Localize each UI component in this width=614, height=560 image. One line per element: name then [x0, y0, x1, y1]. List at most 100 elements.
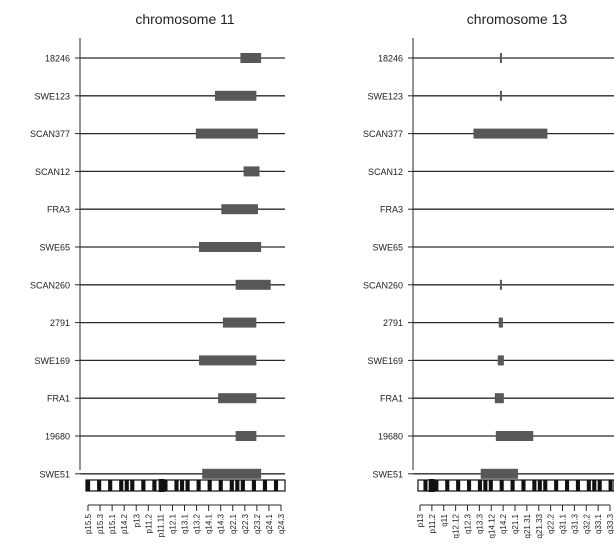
sample-label: 19680 [378, 432, 403, 442]
sample-label: SCAN377 [363, 129, 403, 139]
gain-segment [494, 393, 504, 404]
band-label: q14.2 [499, 513, 508, 534]
sample-label: 19680 [45, 432, 70, 442]
sample-label: SWE123 [34, 91, 70, 101]
band-label: p15.3 [96, 513, 105, 534]
band-label: q24.3 [277, 513, 286, 534]
band-label: p11.2 [144, 513, 153, 533]
gain-segment [240, 53, 262, 63]
ideogram-band [235, 480, 240, 491]
ideogram-band [273, 480, 279, 491]
sample-label: FRA3 [380, 205, 403, 215]
ideogram-band [229, 480, 234, 491]
band-label: q14.3 [217, 513, 226, 534]
band-label: q31.3 [570, 513, 579, 534]
sample-label: 18246 [45, 54, 70, 64]
ideogram-band [608, 480, 613, 491]
band-label: p13 [416, 513, 425, 527]
ideogram-band [499, 480, 504, 491]
gain-segment [195, 128, 258, 139]
band-label: p15.1 [108, 513, 117, 534]
band-label: q32.2 [582, 513, 591, 534]
ideogram-band [119, 480, 124, 491]
centromere [158, 479, 165, 492]
sample-label: FRA3 [47, 205, 70, 215]
ideogram-band [152, 480, 157, 491]
sample-label: SCAN260 [363, 280, 403, 290]
ideogram-band [185, 480, 190, 491]
ideogram-band [483, 480, 488, 491]
band-label: q12.12 [452, 513, 461, 538]
band-label: q22.3 [241, 513, 250, 534]
gain-segment [499, 53, 502, 63]
centromere [428, 479, 435, 492]
ideogram-band [510, 480, 515, 491]
sample-label: SCAN377 [30, 129, 70, 139]
sample-label: FRA1 [47, 394, 70, 404]
ideogram-band [543, 480, 548, 491]
ideogram-band [179, 480, 185, 491]
ideogram-band [488, 480, 493, 491]
band-label: p14.2 [120, 513, 129, 534]
ideogram-band [456, 480, 461, 491]
sample-label: FRA1 [380, 394, 403, 404]
ideogram-band [97, 480, 102, 491]
gain-segment [495, 431, 534, 441]
band-label: q33.3 [606, 513, 614, 534]
ideogram-band [597, 480, 602, 491]
band-label: q11 [440, 513, 449, 526]
band-label: q14.12 [487, 513, 496, 538]
sample-label: SWE123 [367, 91, 403, 101]
gain-segment [202, 468, 262, 479]
band-label: q22.2 [547, 513, 556, 534]
gain-segment [235, 431, 257, 441]
gain-segment [199, 355, 257, 366]
ideogram-band [434, 480, 439, 491]
ideogram-band [207, 480, 212, 491]
sample-label: SCAN12 [35, 167, 70, 177]
ideogram-band [218, 480, 223, 491]
ideogram-band [423, 480, 428, 491]
sample-label: 18246 [378, 54, 403, 64]
band-label: p11.2 [428, 513, 437, 533]
gain-segment [499, 90, 502, 101]
ideogram-band [130, 480, 135, 491]
gain-segment [498, 317, 503, 328]
ideogram [417, 479, 614, 492]
band-label: q31.1 [559, 513, 568, 534]
sample-label: 2791 [383, 318, 403, 328]
ideogram-band [586, 480, 591, 491]
ideogram-band [108, 480, 113, 491]
gain-segment [218, 393, 257, 404]
ideogram-band [592, 480, 597, 491]
ideogram-band [141, 480, 146, 491]
sample-label: 2791 [50, 318, 70, 328]
band-label: q24.1 [265, 513, 274, 534]
ideogram-band [174, 480, 179, 491]
sample-label: SWE65 [39, 243, 70, 253]
ideogram-band [196, 480, 201, 491]
gain-segment [221, 204, 258, 215]
sample-label: SWE65 [372, 243, 403, 253]
band-label: q22.1 [229, 513, 238, 534]
sample-label: SWE51 [372, 469, 403, 479]
sample-label: SCAN12 [368, 167, 403, 177]
band-label: q13.1 [181, 513, 190, 534]
gain-segment [497, 355, 504, 366]
sample-label: SWE51 [39, 469, 70, 479]
ideogram-band [575, 480, 580, 491]
ideogram-band [532, 480, 537, 491]
band-label: q13.3 [475, 513, 484, 534]
gain-segment [480, 468, 518, 479]
band-label: p11.11 [156, 513, 165, 537]
ideogram [85, 479, 286, 492]
gain-segment [199, 242, 262, 252]
band-label: q21.33 [535, 513, 544, 538]
ideogram-band [251, 480, 256, 491]
band-label: q12.1 [168, 513, 177, 534]
ideogram-band [467, 480, 472, 491]
gain-segment [222, 317, 257, 328]
band-label: q12.3 [464, 513, 473, 534]
band-label: q23.2 [253, 513, 262, 534]
